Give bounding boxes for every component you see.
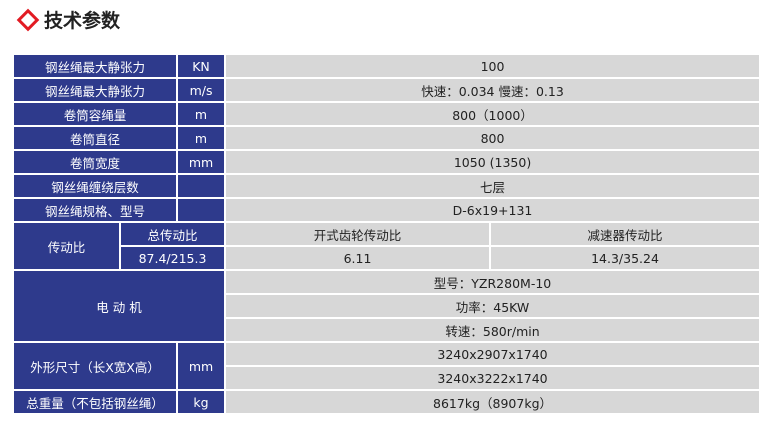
open-gear-label: 开式齿轮传动比 (224, 221, 492, 247)
row-label: 钢丝绳最大静张力 (11, 53, 179, 79)
row-value: 100 (224, 53, 762, 79)
weight-label: 总重量（不包括钢丝绳） (11, 389, 179, 415)
row-label: 卷筒直径 (11, 125, 179, 151)
open-gear-value: 6.11 (224, 245, 492, 271)
row-label: 卷筒宽度 (11, 149, 179, 175)
weight-value: 8617kg（8907kg） (224, 389, 762, 415)
motor-label: 电 动 机 (11, 269, 227, 343)
row-unit: m (176, 125, 227, 151)
row-unit: m/s (176, 77, 227, 103)
motor-model: 型号：YZR280M-10 (224, 269, 762, 295)
row-label: 钢丝绳最大静张力 (11, 77, 179, 103)
row-label: 钢丝绳缠绕层数 (11, 173, 179, 199)
reducer-label: 减速器传动比 (489, 221, 762, 247)
total-ratio-label: 总传动比 (118, 221, 227, 247)
diamond-icon (16, 8, 40, 31)
total-ratio-value: 87.4/215.3 (118, 245, 227, 271)
weight-unit: kg (176, 389, 227, 415)
table-row: 卷筒宽度 mm 1050 (1350) (11, 149, 762, 175)
table-row: 卷筒直径 m 800 (11, 125, 762, 151)
reducer-value: 14.3/35.24 (489, 245, 762, 271)
motor-speed: 转速：580r/min (224, 317, 762, 343)
table-row: 功率：45KW (13, 293, 762, 319)
row-unit: KN (176, 53, 227, 79)
table-row: 卷筒容绳量 m 800（1000） (11, 101, 762, 127)
transmission-label: 传动比 (12, 221, 121, 271)
table-row: 总重量（不包括钢丝绳） kg 8617kg（8907kg） (11, 389, 762, 415)
table-row: 电 动 机型号：YZR280M-10 (11, 269, 762, 343)
row-label: 卷筒容绳量 (11, 101, 179, 127)
dimensions-label: 外形尺寸（长X宽X高） (11, 341, 179, 391)
section-title: 技术参数 (16, 6, 121, 33)
title-text: 技术参数 (44, 10, 121, 32)
spec-table: 钢丝绳最大静张力 KN 100 钢丝绳最大静张力 m/s 快速：0.034 慢速：0.1… (11, 53, 762, 415)
motor-power: 功率：45KW (224, 293, 762, 319)
table-row: 钢丝绳最大静张力 m/s 快速：0.034 慢速：0.13 (11, 77, 762, 103)
table-row: 传动比 总传动比 开式齿轮传动比 减速器传动比 (12, 221, 762, 271)
row-value: 快速：0.034 慢速：0.13 (224, 77, 762, 103)
dimensions-value: 3240x3222x1740 (224, 365, 762, 391)
row-unit: mm (176, 149, 227, 175)
row-unit (176, 173, 227, 199)
dimensions-value: 3240x2907x1740 (224, 341, 762, 367)
table-row: 外形尺寸（长X宽X高） mm 3240x2907x1740 (11, 341, 762, 391)
row-unit: m (176, 101, 227, 127)
row-value: D-6x19+131 (224, 197, 762, 223)
table-row: 钢丝绳最大静张力 KN 100 (11, 53, 762, 79)
table-row: 钢丝绳缠绕层数 七层 (11, 173, 762, 199)
row-value: 七层 (224, 173, 762, 199)
row-value: 800（1000） (224, 101, 762, 127)
row-value: 800 (224, 125, 762, 151)
table-row: 87.4/215.3 6.11 14.3/35.24 (13, 245, 762, 271)
table-row: 3240x3222x1740 (13, 365, 762, 391)
row-unit (176, 197, 227, 223)
table-row: 钢丝绳规格、型号 D-6x19+131 (11, 197, 762, 223)
table-row: 转速：580r/min (13, 317, 762, 343)
dimensions-unit: mm (176, 341, 227, 391)
row-value: 1050 (1350) (224, 149, 762, 175)
row-label: 钢丝绳规格、型号 (11, 197, 179, 223)
